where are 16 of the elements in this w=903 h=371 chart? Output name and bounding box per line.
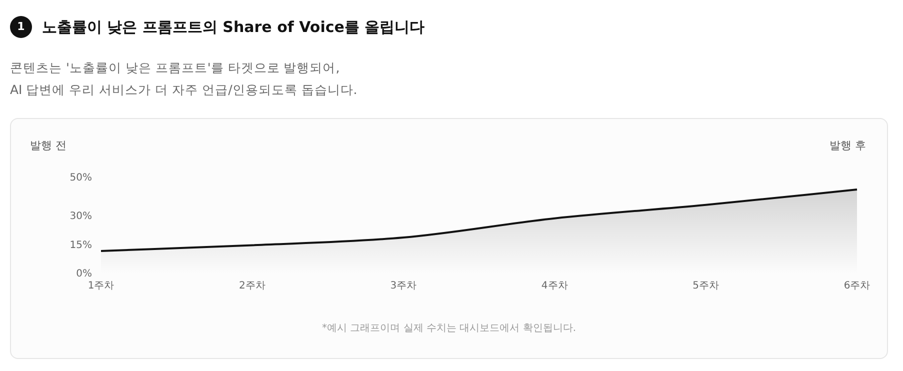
y-tick-label: 50% — [70, 172, 92, 184]
y-tick-label: 15% — [70, 240, 92, 251]
text: 1 — [10, 16, 32, 38]
y-tick-label: 30% — [70, 210, 92, 222]
x-tick-label: 6주차 — [844, 280, 870, 292]
text: 발행 후 — [830, 138, 866, 153]
x-tick-label: 4주차 — [541, 280, 568, 292]
x-tick-label: 3주차 — [390, 280, 417, 292]
x-tick-label: 1주차 — [88, 280, 114, 292]
text: 발행 전 — [30, 138, 66, 153]
text: *예시 그래프이며 실제 수치는 대시보드에서 확인됩니다. — [320, 322, 578, 335]
y-tick-label: 0% — [76, 268, 92, 280]
x-tick-label: 5주차 — [692, 280, 719, 292]
chart-subtitle: 콘텐츠는 '노출률이 낮은 프롬프트'를 타겟으로 발행되어, AI 답변에 우리 서비스가 더 자주 언급/인용되도록 돕습니다. — [10, 59, 358, 99]
chart-title: 노출률이 낮은 프롬프트의 Share of Voice를 올립니다 — [42, 17, 425, 38]
x-tick-label: 2주차 — [239, 280, 266, 292]
